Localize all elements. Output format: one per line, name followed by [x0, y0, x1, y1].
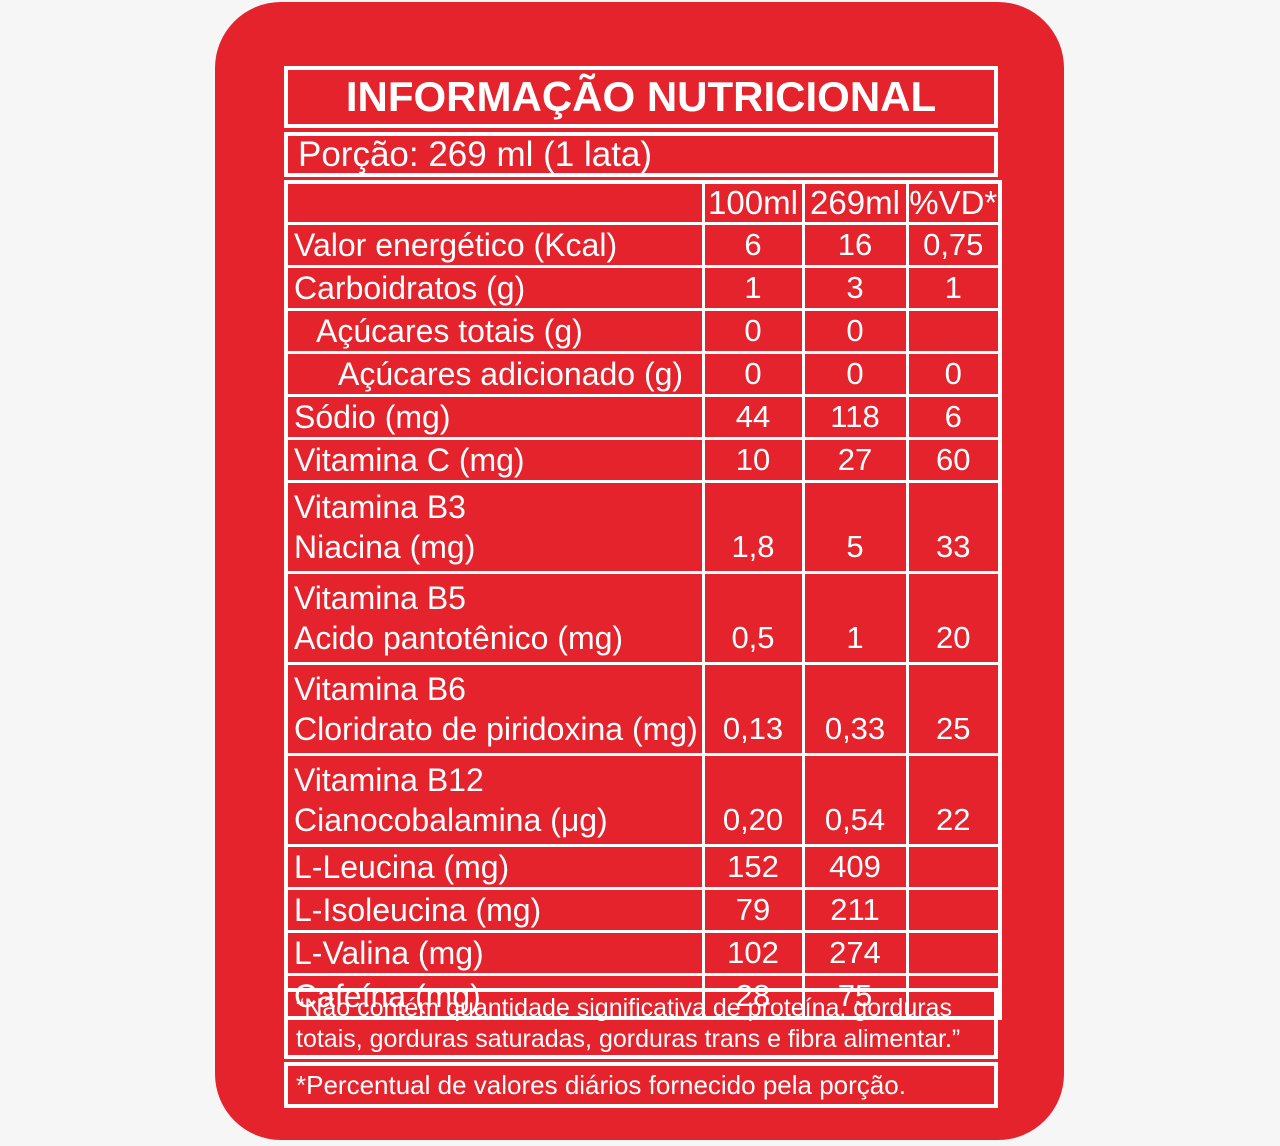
- table-row: Carboidratos (g) 1 3 1: [284, 265, 1002, 311]
- column-header-row: 100ml 269ml %VD*: [284, 180, 1002, 225]
- label-title: INFORMAÇÃO NUTRICIONAL: [345, 73, 937, 120]
- nutrient-label: Vitamina B12 Cianocobalamina (μg): [284, 753, 705, 847]
- table-row: Vitamina B6 Cloridrato de piridoxina (mg)…: [284, 662, 1002, 756]
- nutrient-value: 5: [801, 480, 909, 574]
- nutrient-label: Vitamina B5 Acido pantotênico (mg): [284, 571, 705, 665]
- nutrient-value: 22: [905, 753, 1002, 847]
- table-row: Vitamina B12 Cianocobalamina (μg) 0,20 0,54…: [284, 753, 1002, 847]
- nutrient-value: 33: [905, 480, 1002, 574]
- nutrition-label-card: INFORMAÇÃO NUTRICIONAL Porção: 269 ml (1…: [215, 2, 1064, 1140]
- nutrient-label: L-Leucina (mg): [284, 844, 705, 890]
- empty-header-cell: [284, 180, 705, 225]
- nutrient-value: 0,20: [701, 753, 805, 847]
- table-row: Cafeína (mg) 28 75: [284, 973, 1002, 1020]
- table-row: Vitamina B3 Niacina (mg) 1,8 5 33: [284, 480, 1002, 574]
- nutrient-value: [905, 930, 1002, 976]
- nutrient-value: 1,8: [701, 480, 805, 574]
- table-row: Açúcares adicionado (g) 0 0 0: [284, 351, 1002, 397]
- nutrient-value: [905, 973, 1002, 1020]
- nutrient-value: 0,75: [905, 222, 1002, 268]
- nutrient-value: 3: [801, 265, 909, 311]
- nutrient-label: Vitamina B3 Niacina (mg): [284, 480, 705, 574]
- nutrient-value: [905, 844, 1002, 890]
- nutrient-label: Valor energético (Kcal): [284, 222, 705, 268]
- nutrient-value: 16: [801, 222, 909, 268]
- nutrient-value: 0: [801, 308, 909, 354]
- nutrient-value: 1: [701, 265, 805, 311]
- nutrient-value: 0,33: [801, 662, 909, 756]
- nutrient-value: 6: [905, 394, 1002, 440]
- nutrient-value: 60: [905, 437, 1002, 483]
- nutrient-value: 44: [701, 394, 805, 440]
- nutrient-value: 0: [701, 308, 805, 354]
- table-row: L-Isoleucina (mg) 79 211: [284, 887, 1002, 933]
- nutrient-value: 0,13: [701, 662, 805, 756]
- nutrient-label: Vitamina C (mg): [284, 437, 705, 483]
- nutrient-value: 409: [801, 844, 909, 890]
- footnote-no-significant-amounts: “Não contém quantidade significativa de …: [284, 988, 998, 1059]
- footnote-percent-daily-values: *Percentual de valores diários fornecido…: [284, 1062, 998, 1108]
- nutrient-label: Cafeína (mg): [284, 973, 705, 1020]
- nutrient-value: 1: [801, 571, 909, 665]
- nutrient-label: L-Isoleucina (mg): [284, 887, 705, 933]
- nutrient-label: Sódio (mg): [284, 394, 705, 440]
- column-header-vd: %VD*: [905, 180, 1002, 225]
- nutrient-value: 152: [701, 844, 805, 890]
- nutrient-value: 75: [801, 973, 909, 1020]
- table-row: L-Leucina (mg) 152 409: [284, 844, 1002, 890]
- nutrient-value: [905, 887, 1002, 933]
- footnote-line: “Não contém quantidade significativa de …: [296, 993, 952, 1022]
- table-row: Valor energético (Kcal) 6 16 0,75: [284, 222, 1002, 268]
- table-row: Açúcares totais (g) 0 0: [284, 308, 1002, 354]
- nutrition-table: 100ml 269ml %VD* Valor energético (Kcal)…: [284, 180, 1002, 1020]
- nutrient-value: 118: [801, 394, 909, 440]
- nutrient-value: 274: [801, 930, 909, 976]
- column-header-100ml: 100ml: [701, 180, 805, 225]
- table-row: Vitamina C (mg) 10 27 60: [284, 437, 1002, 483]
- nutrient-value: 1: [905, 265, 1002, 311]
- nutrient-value: 79: [701, 887, 805, 933]
- label-title-box: INFORMAÇÃO NUTRICIONAL: [284, 66, 998, 128]
- nutrient-value: [905, 308, 1002, 354]
- portion-box: Porção: 269 ml (1 lata): [284, 132, 998, 177]
- nutrient-value: 10: [701, 437, 805, 483]
- nutrient-label: Açúcares adicionado (g): [284, 351, 705, 397]
- nutrient-value: 28: [701, 973, 805, 1020]
- nutrient-value: 211: [801, 887, 909, 933]
- portion-text: Porção: 269 ml (1 lata): [298, 134, 653, 174]
- nutrient-label: Açúcares totais (g): [284, 308, 705, 354]
- table-row: Sódio (mg) 44 118 6: [284, 394, 1002, 440]
- column-header-269ml: 269ml: [801, 180, 909, 225]
- nutrient-value: 0,5: [701, 571, 805, 665]
- nutrient-label: Vitamina B6 Cloridrato de piridoxina (mg): [284, 662, 705, 756]
- footnote-line: *Percentual de valores diários fornecido…: [296, 1069, 906, 1100]
- nutrient-value: 0,54: [801, 753, 909, 847]
- nutrient-value: 102: [701, 930, 805, 976]
- nutrient-value: 0: [701, 351, 805, 397]
- nutrient-label: L-Valina (mg): [284, 930, 705, 976]
- nutrient-value: 6: [701, 222, 805, 268]
- nutrient-value: 27: [801, 437, 909, 483]
- nutrient-value: 0: [905, 351, 1002, 397]
- table-row: Vitamina B5 Acido pantotênico (mg) 0,5 1 20: [284, 571, 1002, 665]
- nutrient-value: 25: [905, 662, 1002, 756]
- nutrient-label: Carboidratos (g): [284, 265, 705, 311]
- nutrient-value: 0: [801, 351, 909, 397]
- nutrient-value: 20: [905, 571, 1002, 665]
- table-row: L-Valina (mg) 102 274: [284, 930, 1002, 976]
- footnote-line: totais, gorduras saturadas, gorduras tra…: [296, 1024, 961, 1053]
